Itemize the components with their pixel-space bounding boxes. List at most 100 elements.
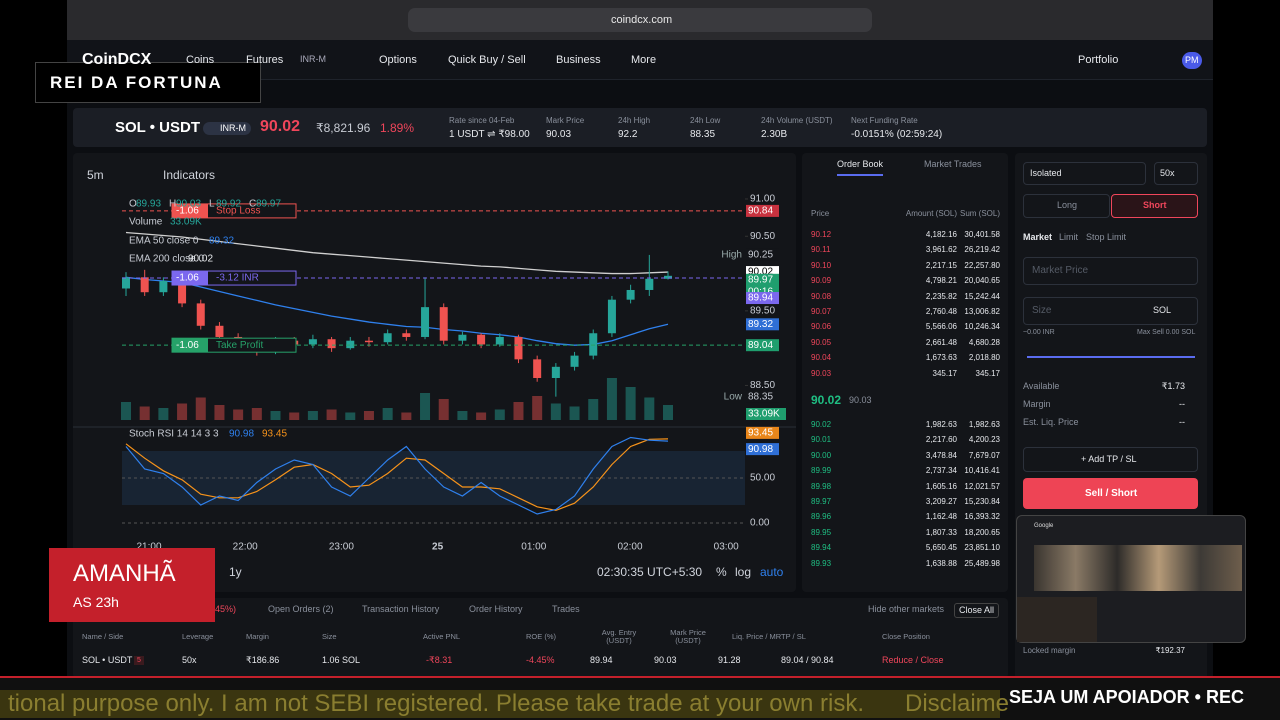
candle-body (159, 281, 168, 293)
locked-label: Locked margin (1023, 646, 1076, 655)
candle-body (514, 336, 523, 360)
order-type[interactable]: Market (1023, 232, 1053, 242)
nav-item[interactable]: Business (556, 54, 601, 66)
interval[interactable]: 5m (87, 168, 104, 182)
pos-tab[interactable]: Open Orders (2) (268, 604, 334, 614)
candle-body (215, 325, 224, 337)
candle-body (645, 278, 654, 290)
nav-item[interactable]: Futures (246, 54, 284, 66)
short-tab[interactable] (1111, 194, 1198, 218)
candle-body (327, 339, 336, 349)
leverage-select[interactable] (1154, 162, 1198, 185)
pos-tab[interactable]: Trades (552, 604, 580, 614)
slider-track[interactable] (1027, 356, 1195, 358)
locked-value: ₹192.37 (1155, 646, 1185, 655)
x-tick-label: 21:00 (136, 542, 161, 553)
ob-amount: 1,638.88 (925, 558, 957, 568)
ob-sum: 1,982.63 (968, 420, 1000, 429)
ob-price: 90.02 (811, 420, 832, 429)
legend-key: H (169, 199, 176, 210)
positions-panel (73, 598, 1008, 678)
nav-item[interactable]: Coins (186, 54, 215, 66)
ema-line (125, 276, 669, 346)
order-qty: -1.06 (176, 273, 199, 284)
pos-cell: SOL • USDT (82, 655, 133, 665)
leverage[interactable]: 50x (1160, 168, 1175, 178)
candle-body (533, 359, 542, 379)
ob-sum: 10,416.41 (964, 466, 1000, 476)
candle-body (196, 303, 205, 326)
extreme-label: High (721, 250, 742, 261)
ob-header: Sum (SOL) (959, 209, 1000, 218)
pos-tab[interactable]: Order History (469, 604, 523, 614)
ob-amount: 1,162.48 (925, 512, 957, 522)
order-label: Take Profit (216, 340, 263, 351)
candle-body (178, 281, 187, 304)
short[interactable]: Short (1143, 200, 1167, 210)
price-badge-label: 90.25 (748, 250, 773, 261)
pair: SOL • USDT (115, 119, 200, 136)
pip-camera (1017, 597, 1097, 642)
add-tpsl[interactable]: + Add TP / SL (1081, 454, 1137, 464)
sell-button[interactable] (1023, 478, 1198, 509)
ob-price: 89.99 (811, 466, 832, 476)
form-label: Est. Liq. Price (1023, 417, 1079, 427)
ob-price: 90.00 (811, 450, 832, 460)
legend-value: 89.93 (136, 199, 161, 210)
price-badge (746, 390, 779, 403)
size-input[interactable] (1023, 297, 1198, 325)
volume-bar (420, 393, 431, 420)
scale-mode[interactable]: auto (760, 565, 784, 579)
volume-bar (588, 399, 599, 420)
ob-sum: 30,401.58 (964, 230, 1000, 239)
nav-item[interactable]: INR-M (300, 54, 326, 64)
stoch-line (125, 436, 669, 515)
ob-amount: 1,605.16 (925, 481, 957, 491)
price-badge (746, 339, 779, 352)
nav-portfolio[interactable]: Portfolio (1078, 54, 1119, 66)
volume-bar (195, 397, 206, 420)
ob-price: 90.09 (811, 276, 832, 286)
margin-mode[interactable]: Isolated (1030, 168, 1062, 178)
market: INR-M (203, 122, 251, 135)
logo: CoinDCX (82, 51, 152, 68)
margin-select[interactable] (1023, 162, 1146, 185)
long-tab[interactable] (1023, 194, 1110, 218)
scale-mode[interactable]: % (716, 565, 727, 579)
url[interactable]: coindcx.com (611, 14, 673, 26)
stat-value: 90.03 (546, 129, 572, 140)
pos-tab[interactable]: 45%) (215, 604, 237, 614)
legend-ema50-value: 89.32 (209, 236, 234, 247)
long[interactable]: Long (1057, 200, 1078, 210)
range[interactable]: 1y (229, 565, 242, 579)
candle-body (364, 340, 373, 343)
close-all[interactable]: Close All (954, 603, 1000, 618)
scale-mode[interactable]: log (735, 565, 752, 579)
ob-amount: 1,673.63 (925, 353, 957, 363)
nav-item[interactable]: Options (379, 54, 417, 66)
pos-header: Close Position (882, 632, 930, 641)
ob-amount: 1,807.33 (925, 527, 957, 537)
nav-item[interactable]: More (631, 54, 657, 66)
tpsl-button[interactable] (1023, 447, 1198, 472)
pip-brand: Google (1034, 523, 1054, 529)
order-qty-bg (172, 271, 208, 286)
candle-body (140, 277, 149, 293)
indicators[interactable]: Indicators (163, 168, 216, 182)
ob-tab[interactable]: Market Trades (924, 159, 982, 169)
pos-cell: Reduce / Close (882, 655, 944, 665)
nav-item[interactable]: Quick Buy / Sell (448, 54, 526, 66)
ob-price: 90.03 (811, 368, 832, 378)
stat-label: Mark Price (546, 116, 585, 125)
url-box[interactable] (408, 8, 872, 32)
submit[interactable]: Sell / Short (1085, 488, 1138, 499)
order-type[interactable]: Stop Limit (1086, 232, 1127, 242)
avatar[interactable]: PM (1182, 52, 1202, 69)
order-type[interactable]: Limit (1059, 232, 1079, 242)
ob-sum: 18,200.65 (964, 527, 1000, 537)
pos-header: Name / Side (82, 632, 124, 641)
pos-tab[interactable]: Transaction History (362, 604, 440, 614)
ob-tab[interactable]: Order Book (837, 160, 884, 176)
price-input[interactable] (1023, 257, 1198, 285)
hide-other[interactable]: Hide other markets (868, 604, 945, 614)
